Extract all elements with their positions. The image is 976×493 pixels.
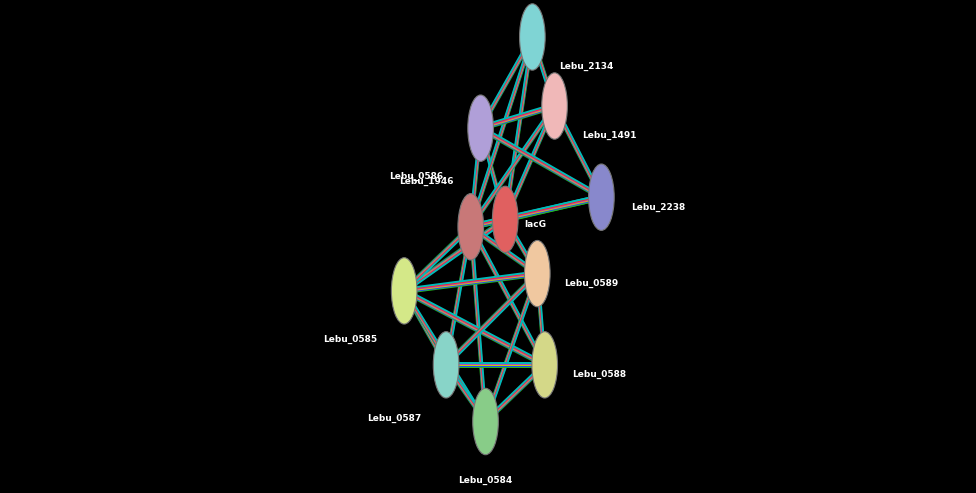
Text: Lebu_2238: Lebu_2238 [630,203,685,211]
Text: Lebu_0588: Lebu_0588 [572,370,626,379]
Ellipse shape [458,194,483,260]
Ellipse shape [472,388,499,455]
Text: Lebu_0589: Lebu_0589 [564,279,619,288]
Text: lacG: lacG [524,220,546,229]
Text: Lebu_0587: Lebu_0587 [367,414,422,423]
Ellipse shape [524,241,550,307]
Text: Lebu_1946: Lebu_1946 [399,177,454,186]
Ellipse shape [542,73,567,139]
Text: Lebu_1491: Lebu_1491 [582,131,636,140]
Ellipse shape [519,4,546,70]
Ellipse shape [391,258,417,324]
Ellipse shape [433,332,459,398]
Ellipse shape [532,332,557,398]
Ellipse shape [468,95,494,161]
Text: Lebu_0584: Lebu_0584 [459,476,512,485]
Ellipse shape [493,186,518,252]
Text: Lebu_0586: Lebu_0586 [389,172,444,180]
Text: Lebu_0585: Lebu_0585 [323,335,377,344]
Text: Lebu_2134: Lebu_2134 [559,62,614,71]
Ellipse shape [589,164,614,230]
